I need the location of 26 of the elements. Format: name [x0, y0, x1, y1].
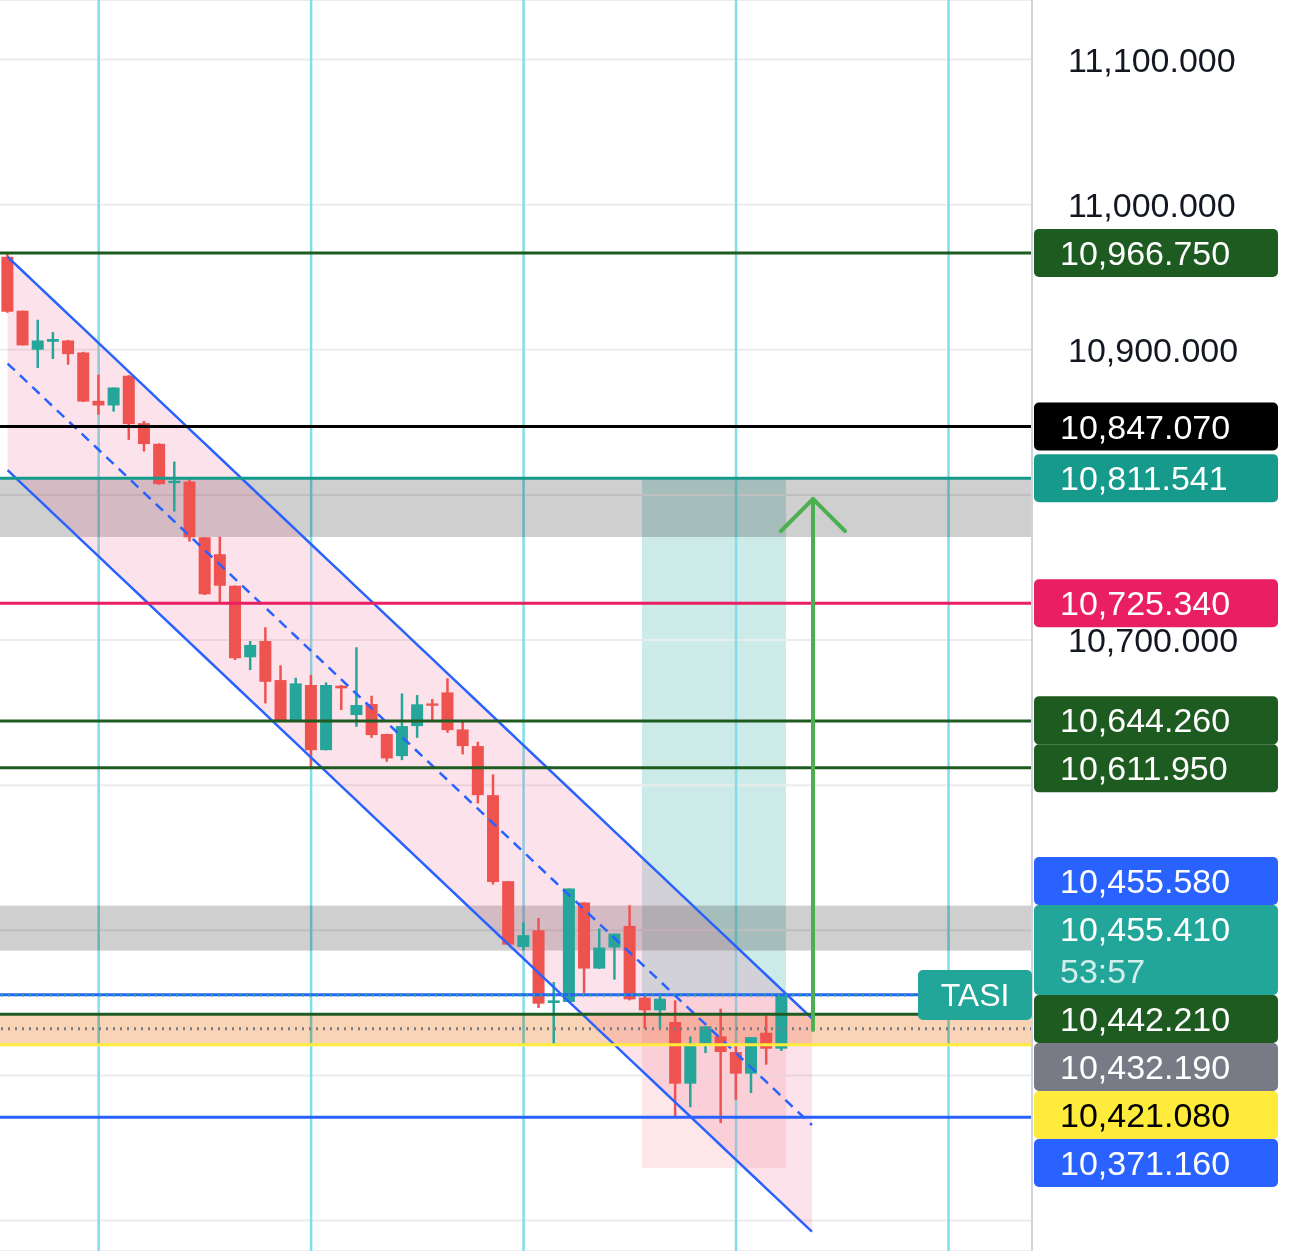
- ref-line-label: 10,966.750: [1060, 233, 1231, 272]
- y-tick-label: 10,900.000: [1068, 330, 1239, 369]
- candlestick: [456, 720, 469, 756]
- candlestick: [31, 318, 44, 370]
- ref-line-label: 10,432.190: [1060, 1047, 1231, 1086]
- candlestick: [517, 921, 530, 952]
- ref-line-label: 10,421.080: [1060, 1095, 1231, 1134]
- candlestick: [46, 330, 59, 361]
- candlestick: [62, 338, 75, 366]
- ref-line-label: 10,455.410 53:57: [1060, 909, 1231, 990]
- ref-line-label: 10,811.541: [1060, 459, 1228, 498]
- ref-line-label: 10,455.580: [1060, 861, 1231, 900]
- candlestick: [350, 646, 363, 729]
- y-tick-label: 10,700.000: [1068, 621, 1239, 660]
- y-tick-label: 11,000.000: [1068, 185, 1236, 224]
- candlestick: [593, 927, 606, 971]
- ref-line-label: 10,644.260: [1060, 701, 1231, 740]
- candlestick: [107, 386, 120, 413]
- annotation: TASI: [940, 976, 1010, 1013]
- ref-line-label: 10,725.340: [1060, 584, 1231, 623]
- candlestick: [244, 639, 257, 672]
- ref-line-label: 10,442.210: [1060, 999, 1231, 1038]
- y-tick-label: 11,100.000: [1068, 40, 1236, 79]
- ref-line-label: 10,847.070: [1060, 407, 1231, 446]
- ref-line-label: 10,611.950: [1060, 749, 1228, 788]
- ref-line-label: 10,371.160: [1060, 1143, 1231, 1182]
